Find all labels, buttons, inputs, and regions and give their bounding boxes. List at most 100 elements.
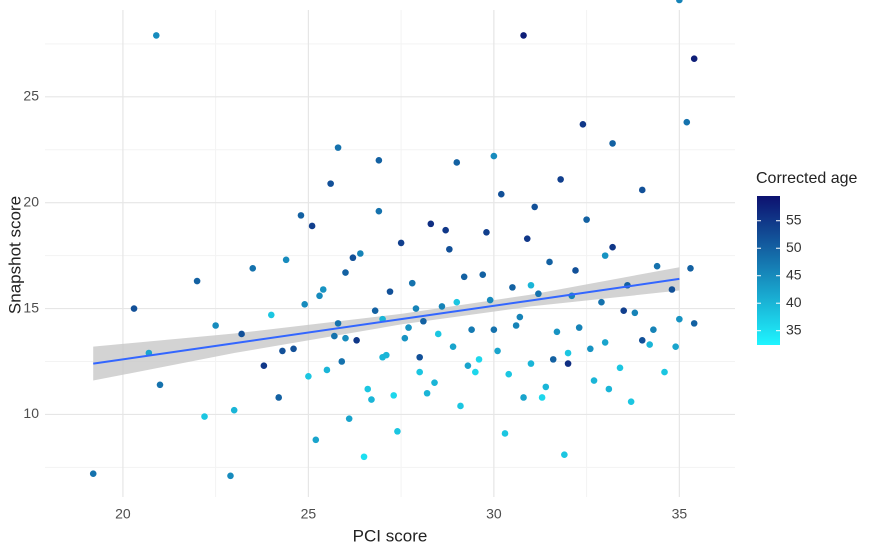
point <box>275 394 283 401</box>
point <box>638 186 646 194</box>
point <box>598 298 605 306</box>
point <box>668 286 676 293</box>
point <box>531 203 538 211</box>
colorbar-label: 50 <box>786 239 802 255</box>
point <box>609 140 616 147</box>
point <box>587 345 594 353</box>
x-tick-label: 30 <box>486 506 502 522</box>
point <box>527 281 535 289</box>
point <box>156 381 164 389</box>
point <box>279 347 286 355</box>
point <box>453 298 461 306</box>
point <box>683 118 691 126</box>
point <box>227 472 234 480</box>
point <box>334 144 342 151</box>
trend-line <box>93 277 680 365</box>
point <box>453 159 461 166</box>
point <box>553 328 561 336</box>
point <box>479 271 487 278</box>
point <box>490 152 498 160</box>
point <box>457 402 464 410</box>
point <box>549 356 557 363</box>
point <box>408 279 416 287</box>
point <box>238 330 245 338</box>
point <box>401 334 409 342</box>
point <box>494 347 501 355</box>
point <box>331 332 338 340</box>
point <box>442 226 449 234</box>
point <box>416 353 423 361</box>
point <box>282 256 290 264</box>
point <box>382 351 390 359</box>
colorbar-label: 40 <box>786 294 802 310</box>
point <box>516 313 524 321</box>
point <box>371 307 379 314</box>
point <box>375 207 383 215</box>
point <box>420 317 427 325</box>
point <box>316 292 323 300</box>
point <box>312 436 320 444</box>
point <box>305 373 312 380</box>
point <box>449 343 457 350</box>
point <box>546 258 553 266</box>
point <box>472 368 479 376</box>
point <box>627 398 635 406</box>
point <box>434 330 442 338</box>
y-tick-label: 20 <box>23 193 39 209</box>
point <box>501 430 509 437</box>
point <box>601 252 609 259</box>
point <box>212 322 219 329</box>
point <box>609 243 616 251</box>
point <box>646 341 653 348</box>
point <box>405 324 412 331</box>
point <box>301 301 308 308</box>
y-tick-label: 15 <box>23 299 39 315</box>
point <box>460 273 468 281</box>
point <box>201 413 208 420</box>
colorbar <box>757 196 780 345</box>
point <box>89 470 97 478</box>
point <box>497 190 505 198</box>
point <box>364 385 372 393</box>
point <box>386 288 394 295</box>
point <box>464 362 472 370</box>
point <box>535 290 542 298</box>
point <box>423 389 431 397</box>
point <box>650 326 657 334</box>
point <box>572 267 579 274</box>
point <box>542 383 550 391</box>
confidence-band <box>93 267 680 381</box>
point <box>130 305 138 312</box>
colorbar-label: 45 <box>786 266 802 282</box>
point <box>523 235 531 242</box>
point <box>512 322 520 329</box>
point <box>483 229 490 236</box>
point <box>676 0 683 4</box>
point <box>638 337 646 344</box>
x-axis-title: PCI score <box>353 526 428 545</box>
point <box>249 265 257 272</box>
legend-title: Corrected age <box>756 170 857 187</box>
point <box>601 339 609 346</box>
point <box>653 262 661 270</box>
point <box>193 277 201 285</box>
point <box>557 176 564 183</box>
point <box>342 334 349 342</box>
point <box>505 370 513 378</box>
point <box>431 379 438 386</box>
point <box>616 364 624 372</box>
point <box>690 55 698 62</box>
point <box>412 305 420 312</box>
point <box>394 428 401 435</box>
point <box>230 406 238 414</box>
point <box>564 349 572 357</box>
x-tick-label: 35 <box>672 506 688 522</box>
point <box>486 296 494 304</box>
point <box>375 157 383 164</box>
point <box>338 358 346 365</box>
point <box>260 362 268 370</box>
colorbar-label: 35 <box>786 321 802 337</box>
point <box>661 368 668 376</box>
point <box>152 32 160 39</box>
